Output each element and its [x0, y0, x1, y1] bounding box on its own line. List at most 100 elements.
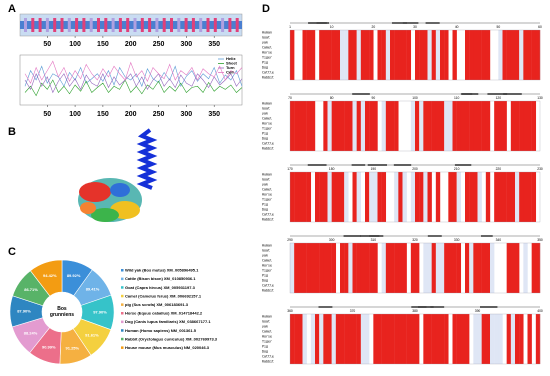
conservation-column: [531, 101, 537, 151]
conservation-column: [469, 243, 474, 293]
position-label: 360: [287, 309, 293, 313]
ss-segment: [221, 18, 225, 32]
position-label: 290: [287, 238, 293, 242]
conservation-column: [490, 314, 495, 364]
conservation-column: [356, 243, 362, 293]
conservation-column: [290, 101, 295, 151]
species-label: Cattle: [262, 71, 274, 75]
legend-label: Human (Homo sapiens) NM_001361.5: [125, 328, 197, 333]
conservation-column: [390, 101, 395, 151]
conservation-column: [465, 172, 470, 222]
series-line: [24, 79, 243, 97]
conservation-column: [465, 30, 470, 80]
conservation-column: [448, 243, 453, 293]
conservation-column: [523, 30, 528, 80]
conservation-column: [452, 243, 457, 293]
conservation-column: [327, 243, 332, 293]
legend-label: Turn: [226, 65, 235, 70]
conservation-column: [356, 172, 362, 222]
species-label: Cattle: [262, 213, 274, 217]
conservation-column: [502, 30, 507, 80]
conservation-column: [515, 172, 520, 222]
conservation-column: [456, 101, 462, 151]
conservation-column: [427, 172, 432, 222]
conservation-column: [481, 243, 487, 293]
position-label: 230: [537, 167, 543, 171]
conservation-column: [365, 243, 370, 293]
conservation-column: [365, 101, 370, 151]
conservation-column: [385, 243, 391, 293]
conservation-column: [344, 101, 349, 151]
position-label: 10: [330, 25, 334, 29]
conservation-column: [531, 172, 537, 222]
conservation-column: [340, 243, 345, 293]
conservation-column: [452, 101, 457, 151]
conservation-column: [352, 314, 357, 364]
conservation-column: [398, 314, 403, 364]
conservation-column: [435, 314, 441, 364]
conservation-column: [427, 243, 432, 293]
conservation-column: [456, 172, 462, 222]
position-label: 200: [412, 167, 418, 171]
conservation-column: [331, 172, 337, 222]
conservation-column: [344, 30, 349, 80]
slice-label: 90.99%: [42, 345, 56, 350]
conservation-column: [510, 101, 516, 151]
conservation-column: [481, 314, 487, 364]
conservation-column: [535, 30, 541, 80]
conservation-column: [448, 101, 453, 151]
conservation-column: [331, 314, 337, 364]
conservation-column: [410, 243, 416, 293]
legend-swatch: [121, 320, 124, 324]
conservation-column: [385, 30, 391, 80]
conservation-column: [444, 101, 449, 151]
position-label: 30: [413, 25, 417, 29]
conservation-column: [402, 243, 407, 293]
legend-label: Wild yak (Bos mutus) XM_005896495.1: [125, 268, 199, 273]
series-line: [24, 72, 243, 94]
conservation-column: [298, 243, 303, 293]
position-label: 310: [371, 238, 377, 242]
conservation-column: [440, 30, 445, 80]
conservation-column: [473, 172, 478, 222]
conservation-column: [452, 172, 457, 222]
pie-slice: [29, 259, 63, 297]
ss-segment: [162, 18, 166, 32]
conservation-column: [344, 172, 349, 222]
position-label: 330: [454, 238, 460, 242]
conservation-column: [294, 101, 299, 151]
conservation-column: [356, 30, 362, 80]
conservation-column: [502, 101, 507, 151]
conservation-column: [519, 172, 524, 222]
conservation-column: [456, 243, 462, 293]
species-label: Dog: [262, 137, 268, 141]
species-label: Human: [262, 102, 272, 106]
panel-label: D: [262, 3, 270, 15]
conservation-column: [290, 172, 295, 222]
x-tick-label: 100: [69, 111, 81, 118]
conservation-column: [431, 30, 437, 80]
conservation-column: [485, 101, 491, 151]
ss-segment: [75, 18, 79, 32]
conservation-column: [415, 243, 420, 293]
conservation-column: [406, 30, 412, 80]
conservation-column: [531, 243, 537, 293]
position-label: 100: [412, 96, 418, 100]
conservation-column: [310, 101, 316, 151]
ss-segment: [31, 18, 35, 32]
slice-label: 94.42%: [43, 273, 57, 278]
conservation-column: [498, 101, 503, 151]
conservation-column: [302, 172, 307, 222]
conservation-column: [452, 30, 457, 80]
species-label: Rabbit: [262, 360, 274, 364]
conservation-column: [485, 243, 491, 293]
conservation-column: [306, 101, 312, 151]
conservation-column: [369, 101, 374, 151]
conservation-column: [327, 30, 332, 80]
conservation-column: [369, 172, 374, 222]
conservation-column: [435, 101, 441, 151]
conservation-column: [298, 314, 303, 364]
protein-structure: [78, 128, 158, 222]
conservation-column: [498, 30, 503, 80]
position-label: 90: [371, 96, 375, 100]
